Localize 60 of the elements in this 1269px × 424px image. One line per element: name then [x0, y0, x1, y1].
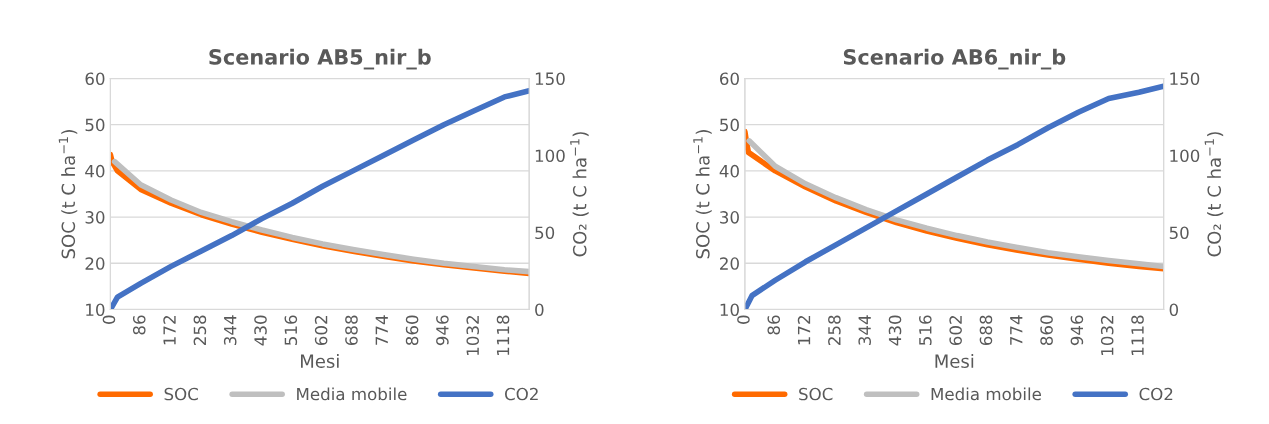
y-tick-label: 50: [85, 118, 105, 132]
y-tick-label: 30: [720, 211, 739, 224]
chart-title: Scenario AB6_nir_b: [843, 48, 1066, 70]
y-tick-label: 60: [85, 72, 105, 86]
y2-tick-label: 150: [1170, 72, 1200, 86]
x-tick-label: 946: [1070, 315, 1084, 346]
x-tick-label: 258: [193, 315, 207, 345]
x-tick-label: 0: [102, 315, 116, 324]
y2-tick-label: 50: [535, 226, 555, 240]
x-tick-label: 860: [1040, 315, 1053, 346]
x-tick-label: 688: [979, 315, 993, 346]
y-axis-title: SOC (t C ha$^{−1}$): [693, 129, 712, 259]
legend-label: SOC: [799, 387, 833, 401]
x-tick-label: 0: [737, 315, 750, 324]
y-tick-label: 10: [720, 303, 739, 317]
x-tick-label: 602: [314, 316, 328, 346]
y2-axis-title: CO₂ (t C ha$^{−1}$): [570, 132, 589, 257]
y-tick-label: 40: [719, 164, 739, 178]
x-tick-label: 946: [436, 315, 449, 346]
x-tick-label: 688: [345, 315, 358, 346]
x-tick-label: 86: [132, 315, 146, 335]
x-tick-label: 344: [223, 315, 237, 345]
x-tick-label: 172: [163, 316, 176, 345]
x-tick-label: 86: [767, 315, 781, 335]
x-axis-title: Mesi: [935, 354, 974, 368]
x-tick-label: 344: [858, 315, 871, 345]
y-tick-label: 20: [85, 257, 105, 270]
legend-label: CO2: [1139, 387, 1173, 401]
y-tick-label: 50: [720, 118, 739, 132]
x-tick-label: 602: [949, 316, 962, 346]
y2-tick-label: 50: [1169, 226, 1189, 240]
y-tick-label: 60: [720, 72, 739, 86]
legend-label: Media mobile: [931, 387, 1041, 401]
x-tick-label: 1032: [466, 316, 480, 355]
y2-tick-label: 100: [1170, 149, 1200, 163]
x-tick-label: 774: [1010, 315, 1023, 345]
y-tick-label: 10: [86, 303, 105, 317]
y-tick-label: 20: [720, 257, 739, 270]
legend-label: Media mobile: [297, 387, 407, 401]
x-tick-label: 516: [284, 315, 298, 345]
y-tick-label: 40: [85, 164, 105, 178]
x-tick-label: 258: [828, 315, 841, 345]
y-axis-title: SOC (t C ha$^{−1}$): [58, 129, 78, 259]
legend-label: CO2: [504, 387, 538, 401]
y2-axis-title: CO₂ (t C ha$^{−1}$): [1204, 132, 1224, 257]
x-tick-label: 172: [797, 316, 811, 345]
y2-tick-label: 150: [535, 72, 565, 86]
y-tick-label: 30: [85, 211, 105, 224]
x-tick-label: 430: [888, 315, 902, 346]
x-tick-label: 1118: [1131, 315, 1144, 355]
chart-title: Scenario AB5_nir_b: [209, 48, 431, 70]
legend-label: SOC: [164, 387, 198, 401]
y2-tick-label: 100: [535, 149, 565, 163]
x-axis-title: Mesi: [301, 354, 339, 368]
x-tick-label: 774: [375, 315, 388, 345]
x-tick-label: 430: [254, 315, 267, 346]
x-tick-label: 516: [919, 315, 932, 345]
x-tick-label: 860: [405, 315, 419, 346]
x-tick-label: 1118: [496, 315, 510, 355]
x-tick-label: 1032: [1100, 316, 1114, 355]
